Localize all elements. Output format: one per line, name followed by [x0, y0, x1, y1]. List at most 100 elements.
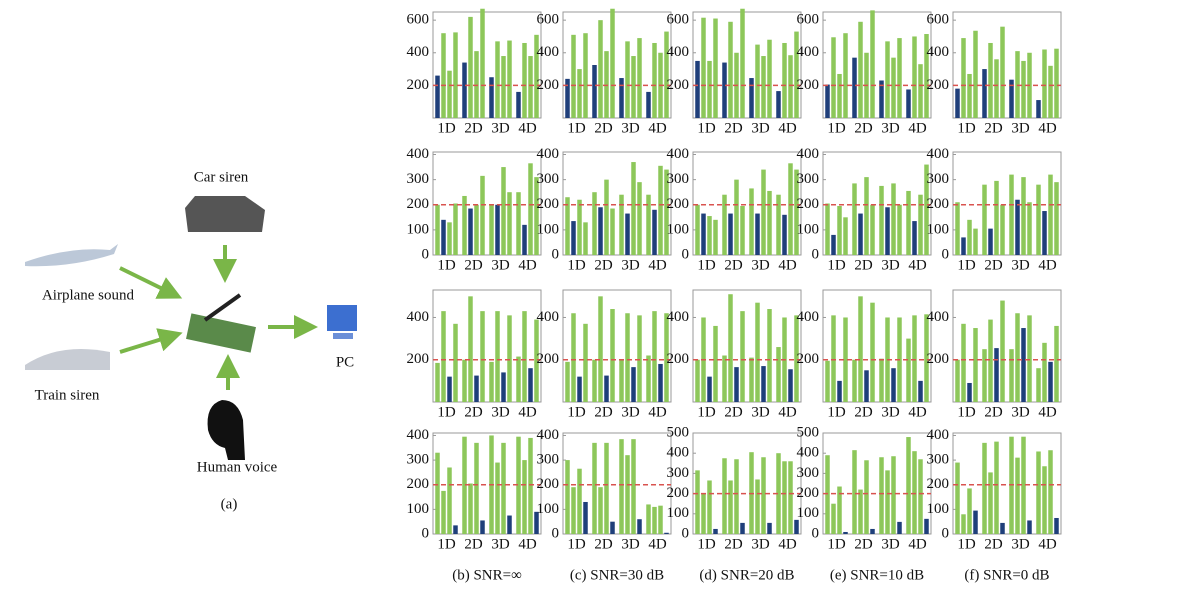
y-tick-label: 400 — [927, 427, 950, 443]
x-tick-label: 3D — [1011, 120, 1030, 136]
bar — [571, 35, 576, 118]
x-tick-label: 4D — [908, 257, 927, 273]
pc-icon — [327, 305, 357, 331]
bar — [906, 437, 911, 534]
x-tick-label: 1D — [827, 120, 846, 136]
x-tick-label: 3D — [1011, 257, 1030, 273]
bar — [474, 443, 479, 534]
bar — [794, 520, 799, 534]
bar — [619, 78, 624, 118]
bar — [707, 216, 712, 255]
y-tick-label: 300 — [667, 465, 690, 481]
bar — [870, 303, 875, 402]
y-tick-label: 300 — [537, 171, 560, 187]
bar — [1015, 51, 1020, 118]
bar — [619, 360, 624, 402]
y-tick-label: 200 — [537, 196, 560, 212]
bar — [825, 455, 830, 534]
bar — [625, 214, 630, 255]
bar — [912, 221, 917, 255]
bar — [637, 38, 642, 118]
bar — [1009, 175, 1014, 255]
y-tick-label: 300 — [667, 171, 690, 187]
y-tick-label: 400 — [927, 309, 950, 325]
x-tick-label: 4D — [778, 120, 797, 136]
bar — [658, 364, 663, 402]
bar — [474, 376, 479, 402]
bar — [604, 376, 609, 402]
antenna — [205, 295, 240, 320]
pc-base — [333, 333, 353, 339]
bar — [788, 461, 793, 534]
bar — [728, 294, 733, 402]
bar — [625, 41, 630, 118]
bar — [1015, 313, 1020, 402]
x-tick-label: 4D — [648, 120, 667, 136]
bar — [864, 370, 869, 402]
bar — [837, 381, 842, 402]
x-tick-label: 1D — [567, 120, 586, 136]
x-tick-label: 1D — [827, 536, 846, 552]
bar — [646, 195, 651, 255]
bar — [695, 205, 700, 255]
bar — [480, 176, 485, 255]
device-icon — [186, 313, 256, 352]
bar — [1054, 49, 1059, 118]
y-tick-label: 200 — [667, 485, 690, 501]
bar — [955, 89, 960, 118]
x-tick-label: 3D — [751, 120, 770, 136]
bar — [837, 206, 842, 255]
y-tick-label: 200 — [797, 77, 820, 93]
bar — [1048, 450, 1053, 534]
bar — [1021, 177, 1026, 255]
bar — [534, 177, 539, 255]
y-tick-label: 400 — [797, 445, 820, 461]
bar — [501, 443, 506, 534]
bar — [749, 188, 754, 255]
x-tick-label: 4D — [648, 536, 667, 552]
bar — [788, 55, 793, 118]
bar — [501, 372, 506, 402]
bar — [1027, 520, 1032, 534]
bar — [734, 367, 739, 402]
bar — [625, 313, 630, 402]
bar — [571, 487, 576, 534]
bar — [495, 41, 500, 118]
bar — [897, 205, 902, 255]
x-tick-label: 1D — [957, 536, 976, 552]
bar — [583, 33, 588, 118]
bar — [767, 523, 772, 534]
x-tick-label: 2D — [984, 536, 1003, 552]
bar — [516, 357, 521, 402]
pc-label: PC — [336, 354, 354, 370]
y-tick-label: 200 — [407, 476, 430, 492]
bar — [701, 494, 706, 534]
y-tick-label: 400 — [797, 44, 820, 60]
bar — [474, 205, 479, 255]
bar — [453, 32, 458, 118]
train-label: Train siren — [35, 387, 100, 403]
bar — [447, 222, 452, 255]
panel-label: (a) — [221, 496, 238, 512]
bar — [441, 33, 446, 118]
bar — [864, 460, 869, 534]
x-tick-label: 2D — [724, 536, 743, 552]
x-tick-label: 3D — [621, 536, 640, 552]
y-tick-label: 600 — [927, 12, 950, 28]
bar — [610, 309, 615, 402]
bar — [453, 525, 458, 534]
bar — [577, 469, 582, 534]
bar — [831, 235, 836, 255]
y-tick-label: 200 — [797, 485, 820, 501]
bar — [501, 56, 506, 118]
bar — [988, 229, 993, 255]
bar — [462, 63, 467, 118]
y-tick-label: 100 — [927, 221, 950, 237]
bar — [755, 45, 760, 118]
bar — [637, 519, 642, 534]
y-tick-label: 300 — [407, 171, 430, 187]
bar — [761, 366, 766, 402]
bar — [695, 360, 700, 402]
x-tick-label: 2D — [854, 257, 873, 273]
bar — [734, 459, 739, 534]
